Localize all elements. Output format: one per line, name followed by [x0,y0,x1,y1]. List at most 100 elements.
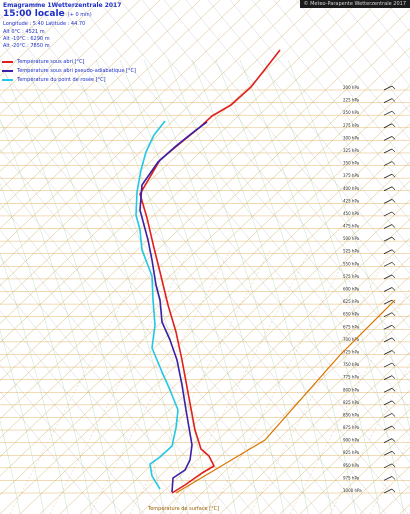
dry-adiabat-line [9,0,410,490]
pressure-tick-label: 325 hPa [343,148,360,153]
isotherm-line [0,0,321,305]
isotherm-line [39,161,410,514]
wind-barb-flag [391,463,396,468]
dry-adiabat-line [119,0,410,356]
legend-label-dewpoint: Température du point de rosée [°C] [17,76,106,83]
wind-barb [383,173,393,179]
wind-barb-flag [391,413,396,417]
pressure-tick-label: 750 hPa [343,362,360,367]
wind-barb [383,261,393,267]
pressure-tick-label: 675 hPa [343,324,360,329]
mixing-ratio-line [9,249,151,514]
wind-barb-flag [391,173,396,178]
wind-barb [383,463,393,469]
legend-label-temperature: Température sous abri [°C] [17,58,85,65]
isotherm-line [219,332,410,514]
pressure-tick-label: 625 hPa [343,299,360,304]
dry-adiabat-line [0,68,365,514]
pressure-tick-label: 700 hPa [343,337,360,342]
wind-barb [383,198,393,204]
mixing-ratio-line [129,249,271,514]
dry-adiabat-line [229,0,410,221]
wind-barb-flag [391,98,396,102]
wind-barb [383,224,393,229]
mixing-ratio-line [49,249,191,514]
dry-adiabat-line [97,0,410,383]
mixing-ratio-line [209,249,351,514]
wind-barb-flag [391,148,396,153]
wind-barb [383,211,393,217]
pressure-tick-label: 500 hPa [343,236,360,241]
pressure-tick-label: 600 hPa [343,287,360,292]
wind-barb [383,98,393,103]
pressure-tick-label: 950 hPa [343,463,360,468]
isotherm-line [239,351,410,514]
dry-adiabat-line [0,229,233,514]
pressure-tick-label: 525 hPa [343,249,360,254]
wind-barb [383,362,393,368]
legend-swatch-pseudo-adiabatic [2,69,13,72]
wind-barb [383,274,393,280]
pressure-tick-label: 575 hPa [343,274,360,279]
dry-adiabat-line [0,256,211,514]
wind-barb [383,148,393,154]
dry-adiabat-line [251,0,410,194]
isotherm-line [0,0,201,191]
wind-barb-flag [391,337,396,342]
wind-barb-flag [391,236,396,241]
wind-barb [383,350,393,355]
wind-barb [383,299,393,305]
isotherm-line [0,0,261,248]
pressure-tick-label: 725 hPa [343,349,360,354]
wind-barb [383,110,393,116]
isotherm-line [0,0,161,153]
isotherm-line [0,0,101,96]
moist-adiabat-line [287,59,410,430]
location-line: Longitude : 5.40 Latitude : 44.70 [3,21,86,27]
wind-barb-flag [391,199,396,203]
dry-adiabat-line [163,0,410,302]
wind-barb [383,387,393,393]
dry-adiabat-line [0,95,343,514]
legend-item-dewpoint: Température du point de rosée [°C] [2,75,162,84]
pressure-tick-label: 450 hPa [343,211,360,216]
mixing-ratio-line [249,249,391,514]
wind-barb-flag [391,362,396,367]
wind-barb [383,287,393,292]
wind-barb-flag [391,136,396,140]
dry-adiabat-line [0,41,387,514]
isotherm-line [0,0,301,286]
pressure-tick-label: 875 hPa [343,425,360,430]
pressure-tick-label: 975 hPa [343,475,360,480]
isotherm-line [19,142,410,514]
parcel-curve [175,299,396,494]
series-line-0 [139,49,281,494]
wind-barb-flag [391,274,396,279]
pressure-tick-label: 225 hPa [343,98,360,103]
wind-barb-flag [391,123,396,127]
legend-item-temperature: Température sous abri [°C] [2,57,162,66]
time-note: (+ 0 min) [67,12,92,18]
isotherm-line [99,218,410,514]
dry-adiabat-line [273,0,410,167]
sounding-series [135,49,396,494]
wind-barb [383,85,393,91]
dry-adiabat-line [0,283,189,514]
mixing-ratio-line [89,249,231,514]
dry-adiabat-line [317,0,410,113]
wind-barb-flag [391,425,396,430]
pressure-tick-label: 350 hPa [343,161,360,166]
wind-barb [383,337,393,343]
dry-adiabat-line [31,0,410,463]
wind-barb [383,400,393,406]
pressure-tick-label: 1000 hPa [343,488,362,493]
wind-barb-flag [391,186,396,190]
isotherm-line [259,370,410,514]
wind-barb-flag [391,85,396,90]
dry-adiabat-line [75,0,410,410]
isotherm-line [0,0,121,115]
isotherm-line [279,389,410,514]
